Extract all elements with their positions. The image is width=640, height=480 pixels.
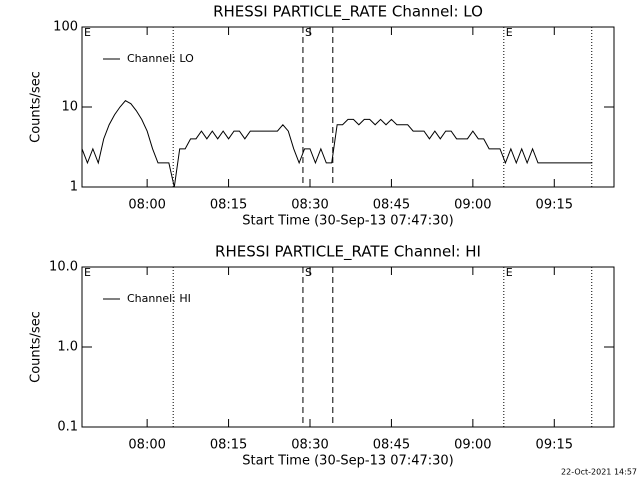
x-tick-label: 08:45	[373, 198, 410, 213]
x-axis-label: Start Time (30-Sep-13 07:47:30)	[242, 214, 453, 229]
plot-frame	[81, 266, 615, 428]
x-tick-label: 09:15	[536, 438, 573, 453]
x-tick-label: 08:15	[210, 438, 247, 453]
chart-title: RHESSI PARTICLE_RATE Channel: HI	[215, 243, 481, 262]
y-tick-label: 100	[53, 20, 78, 35]
y-tick-label: 1.0	[57, 340, 78, 355]
event-label: E	[84, 266, 91, 279]
chart-title: RHESSI PARTICLE_RATE Channel: LO	[213, 3, 483, 22]
x-tick-label: 09:00	[454, 438, 491, 453]
legend-label: Channel: LO	[127, 52, 194, 65]
event-label: E	[506, 266, 513, 279]
y-tick-label: 10	[61, 100, 78, 115]
y-tick-label: 0.1	[57, 420, 78, 435]
x-tick-label: 08:30	[291, 198, 328, 213]
y-tick-label: 1	[70, 180, 78, 195]
event-label: E	[506, 26, 513, 39]
y-axis-label: Counts/sec	[29, 311, 44, 383]
event-label: S	[305, 26, 312, 39]
x-tick-label: 08:15	[210, 198, 247, 213]
x-axis-label: Start Time (30-Sep-13 07:47:30)	[242, 454, 453, 469]
event-label: S	[305, 266, 312, 279]
x-tick-label: 08:00	[128, 198, 165, 213]
data-line	[81, 100, 593, 188]
y-tick-label: 10.0	[49, 260, 78, 275]
timestamp: 22-Oct-2021 14:57	[561, 468, 637, 477]
x-tick-label: 09:15	[536, 198, 573, 213]
x-tick-label: 08:30	[291, 438, 328, 453]
x-tick-label: 08:00	[128, 438, 165, 453]
x-tick-label: 08:45	[373, 438, 410, 453]
y-axis-label: Counts/sec	[29, 71, 44, 143]
event-label: E	[84, 26, 91, 39]
x-tick-label: 09:00	[454, 198, 491, 213]
legend-label: Channel: HI	[127, 292, 191, 305]
